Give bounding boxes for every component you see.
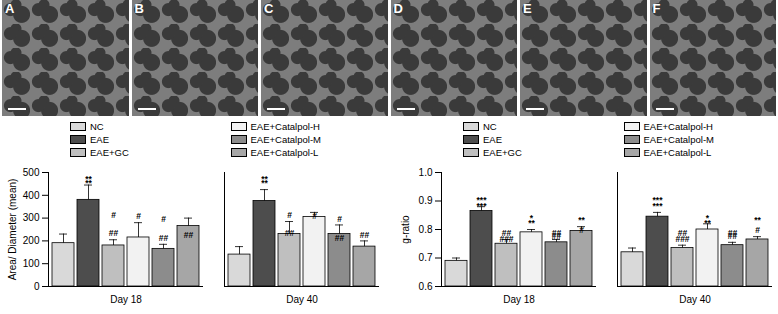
svg-text:**: ** bbox=[85, 178, 92, 188]
svg-text:#: # bbox=[136, 211, 141, 221]
svg-text:0.7: 0.7 bbox=[419, 252, 433, 263]
svg-text:*: * bbox=[706, 213, 710, 223]
svg-text:500: 500 bbox=[23, 167, 40, 178]
svg-text:400: 400 bbox=[23, 190, 40, 201]
html-text:EAE+Catalpol-H: EAE+Catalpol-H bbox=[250, 120, 320, 132]
svg-text:0.8: 0.8 bbox=[419, 224, 433, 235]
svg-text:***: *** bbox=[477, 201, 488, 211]
html-text:B: B bbox=[134, 1, 144, 16]
html-text:NC: NC bbox=[90, 120, 104, 132]
svg-text:Day 40: Day 40 bbox=[286, 294, 318, 305]
svg-text:100: 100 bbox=[23, 258, 40, 269]
html-text:F: F bbox=[652, 1, 661, 16]
html-text:EAE: EAE bbox=[90, 133, 109, 145]
svg-text:##: ## bbox=[285, 228, 295, 238]
svg-text:g-ratio: g-ratio bbox=[400, 215, 411, 244]
svg-text:200: 200 bbox=[23, 235, 40, 246]
svg-text:300: 300 bbox=[23, 212, 40, 223]
svg-text:##: ## bbox=[159, 233, 169, 243]
svg-text:#: # bbox=[111, 210, 116, 220]
svg-text:#: # bbox=[579, 225, 584, 235]
svg-text:##: ## bbox=[552, 231, 562, 241]
html-text:EAE+Catalpol-L: EAE+Catalpol-L bbox=[643, 146, 712, 158]
svg-text:0.9: 0.9 bbox=[419, 195, 433, 206]
svg-text:##: ## bbox=[335, 233, 345, 243]
svg-text:###: ### bbox=[675, 234, 689, 244]
svg-text:**: ** bbox=[578, 215, 585, 225]
html-text:EAE+GC: EAE+GC bbox=[483, 146, 522, 158]
html-text:E: E bbox=[523, 1, 532, 16]
svg-text:#: # bbox=[312, 211, 317, 221]
svg-text:##: ## bbox=[184, 230, 194, 240]
svg-text:Day 18: Day 18 bbox=[503, 294, 535, 305]
svg-text:***: *** bbox=[653, 201, 664, 211]
html-text:NC: NC bbox=[483, 120, 497, 132]
html-text:EAE+Catalpol-M: EAE+Catalpol-M bbox=[250, 133, 321, 145]
html-text:A: A bbox=[5, 1, 15, 16]
html-text:C: C bbox=[264, 1, 274, 16]
svg-text:#: # bbox=[287, 210, 292, 220]
html-text:EAE+Catalpol-M: EAE+Catalpol-M bbox=[643, 133, 714, 145]
svg-text:#: # bbox=[161, 214, 166, 224]
svg-text:0.6: 0.6 bbox=[419, 281, 433, 292]
svg-text:##: ## bbox=[109, 228, 119, 238]
html-text:EAE: EAE bbox=[483, 133, 502, 145]
svg-text:##: ## bbox=[728, 231, 738, 241]
svg-text:##: ## bbox=[360, 230, 370, 240]
html-text:EAE+Catalpol-H: EAE+Catalpol-H bbox=[643, 120, 713, 132]
svg-text:Day 18: Day 18 bbox=[110, 294, 142, 305]
html-text:D: D bbox=[393, 1, 403, 16]
svg-text:Area/ Diameter (mean): Area/ Diameter (mean) bbox=[7, 179, 18, 281]
svg-text:###: ### bbox=[499, 234, 513, 244]
svg-text:1.0: 1.0 bbox=[419, 167, 433, 178]
svg-text:#: # bbox=[337, 214, 342, 224]
html-text:EAE+GC: EAE+GC bbox=[90, 146, 129, 158]
svg-text:Day 40: Day 40 bbox=[679, 294, 711, 305]
html-text:EAE+Catalpol-L: EAE+Catalpol-L bbox=[250, 146, 319, 158]
svg-text:*: * bbox=[530, 213, 534, 223]
svg-text:**: ** bbox=[754, 215, 761, 225]
svg-text:**: ** bbox=[261, 178, 268, 188]
svg-text:0: 0 bbox=[34, 281, 40, 292]
svg-text:#: # bbox=[755, 225, 760, 235]
